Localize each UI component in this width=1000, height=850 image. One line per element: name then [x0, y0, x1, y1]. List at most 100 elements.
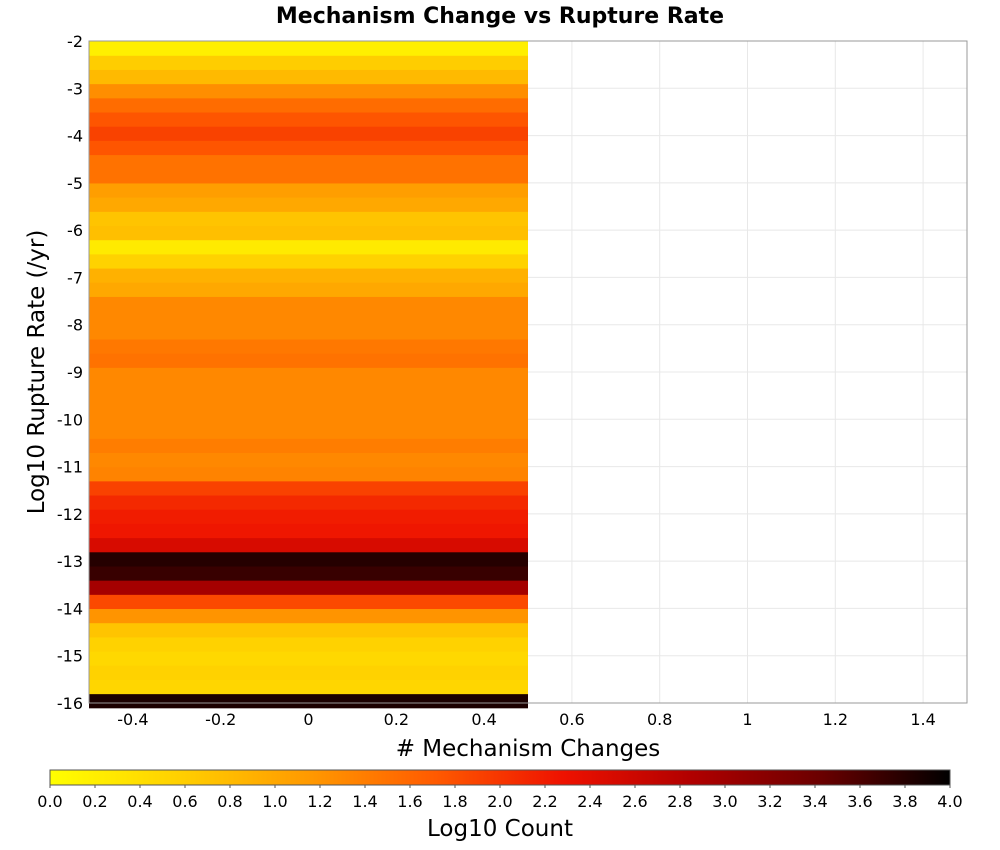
colorbar-tick-label: 0.4: [127, 792, 152, 811]
colorbar: [49, 769, 951, 786]
heatmap-cell: [89, 580, 528, 595]
x-tick-label: 0: [303, 710, 313, 729]
heatmap-cell: [89, 679, 528, 695]
heatmap-cell: [89, 197, 528, 212]
heatmap-cell: [89, 353, 528, 368]
x-tick-label: 0.4: [471, 710, 496, 729]
plot-frame: [88, 40, 968, 704]
colorbar-tick-label: 3.4: [802, 792, 827, 811]
y-tick-label: -4: [67, 127, 83, 146]
heatmap-cell: [89, 154, 528, 170]
heatmap-cell: [89, 551, 528, 567]
heatmap-cell: [89, 296, 528, 312]
x-tick-label: -0.2: [205, 710, 236, 729]
colorbar-tick-label: 2.6: [622, 792, 647, 811]
heatmap-cell: [89, 324, 528, 340]
colorbar-tick-label: 2.2: [532, 792, 557, 811]
y-tick-label: -12: [57, 505, 83, 524]
colorbar-tick-label: 1.4: [352, 792, 377, 811]
heatmap-cell: [89, 310, 528, 326]
y-tick-label: -13: [57, 552, 83, 571]
y-tick-label: -7: [67, 268, 83, 287]
y-tick-label: -11: [57, 458, 83, 477]
colorbar-ticks: 0.0 0.2 0.4 0.6 0.8 1.0 1.2 1.4 1.6 1.8 2.0 2.2 2.4 2…: [37, 785, 963, 811]
colorbar-tick-label: 0.0: [37, 792, 62, 811]
heatmap-cell: [89, 111, 528, 127]
colorbar-tick-label: 0.2: [82, 792, 107, 811]
colorbar-tick-label: 4.0: [937, 792, 962, 811]
colorbar-tick-label: 1.8: [442, 792, 467, 811]
heatmap-cell: [89, 225, 528, 241]
colorbar-tick-label: 2.4: [577, 792, 602, 811]
heatmap-cell: [89, 282, 528, 297]
heatmap-cell: [89, 168, 528, 184]
y-tick-label: -2: [67, 32, 83, 51]
x-tick-label: 1.4: [910, 710, 935, 729]
chart-title: Mechanism Change vs Rupture Rate: [276, 4, 724, 29]
heatmap-cell: [89, 594, 528, 610]
heatmap-cell: [89, 267, 528, 283]
heatmap-cell: [89, 338, 528, 354]
x-axis-label: # Mechanism Changes: [396, 736, 661, 762]
heatmap-cell: [89, 395, 528, 411]
heatmap-cell: [89, 650, 528, 666]
heatmap-cells: [89, 41, 528, 709]
heatmap-cell: [89, 69, 528, 85]
x-tick-label: 0.8: [647, 710, 672, 729]
heatmap-cell: [89, 367, 528, 383]
heatmap-cell: [89, 97, 528, 113]
heatmap-cell: [89, 636, 528, 652]
y-axis-label: Log10 Rupture Rate (/yr): [24, 230, 50, 515]
heatmap-cell: [89, 140, 528, 156]
colorbar-tick-label: 3.6: [847, 792, 872, 811]
heatmap-cell: [89, 126, 528, 141]
colorbar-tick-label: 1.0: [262, 792, 287, 811]
colorbar-tick-label: 1.2: [307, 792, 332, 811]
heatmap-cell: [89, 83, 528, 99]
colorbar-tick-label: 1.6: [397, 792, 422, 811]
heatmap-cell: [89, 452, 528, 468]
y-tick-label: -6: [67, 221, 83, 240]
heatmap-cell: [89, 537, 528, 553]
heatmap-cell: [89, 466, 528, 482]
heatmap-cell: [89, 665, 528, 680]
colorbar-tick-label: 0.8: [217, 792, 242, 811]
heatmap-cell: [89, 480, 528, 496]
colorbar-tick-label: 2.8: [667, 792, 692, 811]
y-axis-ticks: -2 -3 -4 -5 -6 -7 -8 -9 -10 -11 -12 -13 -14 -15 -16: [57, 32, 83, 713]
y-tick-label: -8: [67, 316, 83, 335]
heatmap-cell: [89, 509, 528, 524]
heatmap-cell: [89, 424, 528, 439]
y-tick-label: -10: [57, 410, 83, 429]
heatmap-cell: [89, 622, 528, 638]
heatmap-cell: [89, 55, 528, 70]
y-tick-label: -14: [57, 599, 83, 618]
colorbar-tick-label: 3.0: [712, 792, 737, 811]
x-tick-label: -0.4: [117, 710, 148, 729]
heatmap-cell: [89, 239, 528, 255]
x-tick-label: 0.6: [559, 710, 584, 729]
x-axis-ticks: -0.4 -0.2 0 0.2 0.4 0.6 0.8 1 1.2 1.4: [117, 710, 936, 729]
heatmap-cell: [89, 211, 528, 227]
colorbar-label: Log10 Count: [427, 816, 573, 842]
heatmap-cell: [89, 608, 528, 624]
heatmap-cell: [89, 494, 528, 510]
heatmap-cell: [89, 381, 528, 397]
heatmap-cell: [89, 565, 528, 581]
y-tick-label: -9: [67, 363, 83, 382]
heatmap-cell: [89, 523, 528, 539]
x-tick-label: 0.2: [384, 710, 409, 729]
heatmap-cell: [89, 409, 528, 425]
y-tick-label: -16: [57, 694, 83, 713]
y-tick-label: -3: [67, 79, 83, 98]
heatmap-cell: [89, 182, 528, 198]
heatmap-cell: [89, 438, 528, 453]
colorbar-tick-label: 0.6: [172, 792, 197, 811]
y-tick-label: -15: [57, 647, 83, 666]
x-tick-label: 1: [742, 710, 752, 729]
y-tick-label: -5: [67, 174, 83, 193]
colorbar-tick-label: 3.8: [892, 792, 917, 811]
heatmap-cell: [89, 41, 528, 56]
colorbar-tick-label: 3.2: [757, 792, 782, 811]
